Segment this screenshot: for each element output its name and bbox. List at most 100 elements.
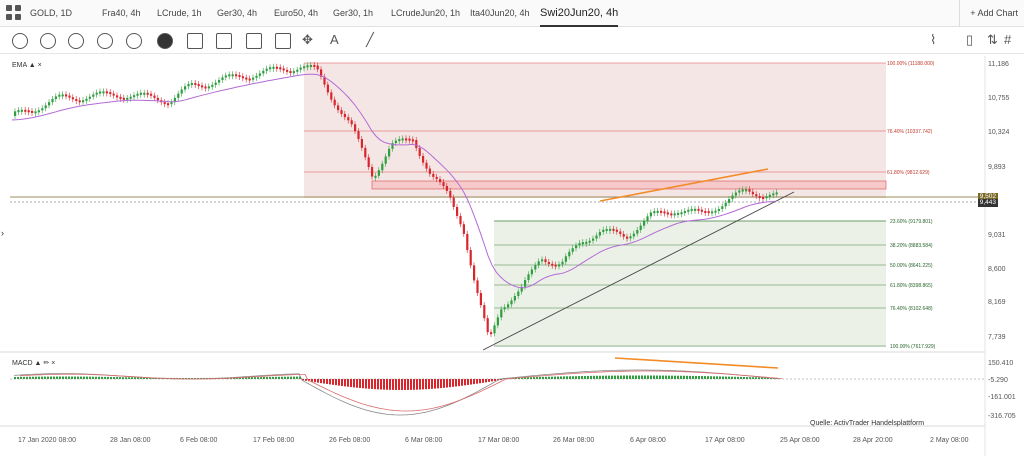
candle [381, 163, 384, 171]
tab-2[interactable]: LCrude, 1h [157, 8, 202, 18]
fibonacci-icon[interactable] [275, 33, 291, 49]
macd-bar [338, 379, 340, 386]
macd-bar [530, 377, 532, 379]
candle [666, 212, 669, 215]
layout-grid-icon[interactable] [6, 5, 22, 21]
macd-bar [314, 379, 316, 383]
candle [581, 242, 584, 245]
candle [415, 140, 418, 149]
candle [765, 196, 768, 199]
candle [44, 105, 47, 109]
macd-bar [428, 379, 430, 390]
candle [58, 94, 61, 97]
move-icon[interactable]: ✥ [302, 32, 313, 47]
candle [741, 189, 744, 192]
target-icon[interactable] [157, 33, 173, 49]
tab-4[interactable]: Euro50, 4h [274, 8, 319, 18]
macd-bar [602, 375, 604, 379]
candle [71, 97, 74, 100]
candle [194, 83, 197, 86]
half-circle-icon[interactable] [97, 33, 113, 49]
macd-bar [686, 375, 688, 379]
calendar-range-icon[interactable] [216, 33, 232, 49]
circle-tool-icon[interactable] [126, 33, 142, 49]
candle [561, 261, 564, 265]
macd-bar [371, 379, 373, 389]
candle [694, 208, 697, 211]
macd-bar [275, 376, 277, 379]
price-chart[interactable]: 100.00% (11188.000) 76.40% (10337.742) 6… [0, 56, 1024, 456]
macd-bar [620, 375, 622, 379]
macd-bar [413, 379, 415, 390]
macd-bar [518, 377, 520, 379]
upper-trendline[interactable] [599, 168, 769, 202]
tab-3[interactable]: Ger30, 4h [217, 8, 258, 18]
candle [520, 286, 523, 292]
candle [530, 269, 533, 275]
tab-0[interactable]: GOLD, 1D [30, 8, 73, 18]
macd-bar [71, 376, 73, 379]
macd-bar [389, 379, 391, 390]
calendar-icon[interactable] [187, 33, 203, 49]
tab-6[interactable]: LCrudeJun20, 1h [391, 8, 461, 18]
tab-active[interactable]: Swi20Jun20, 4h [540, 0, 619, 27]
clock-icon[interactable] [40, 33, 56, 49]
macd-bar [119, 377, 121, 379]
macd-bar [734, 376, 736, 379]
macd-axis-label: -316.705 [988, 413, 1016, 420]
candle [687, 209, 690, 212]
candle [496, 317, 499, 326]
macd-bar [185, 377, 187, 379]
price-axis-label: 10,324 [988, 129, 1010, 136]
candles-icon[interactable]: ▯ [966, 32, 974, 47]
candle [456, 206, 459, 216]
macd-bar [749, 377, 751, 379]
time-label: 6 Apr 08:00 [630, 437, 666, 444]
candle [466, 233, 469, 251]
macd-bar [611, 375, 613, 379]
candle [88, 96, 91, 99]
ema-indicator-label[interactable]: EMA ▲ × [12, 62, 42, 69]
hash-icon[interactable]: # [1004, 32, 1012, 47]
crosshair-circle-icon[interactable] [12, 33, 28, 49]
collapse-arrow-icon[interactable]: › [1, 228, 4, 238]
candle [211, 84, 214, 87]
macd-bar [80, 376, 82, 379]
chart-type-icon[interactable]: ⌇ [930, 32, 937, 47]
macd-bar [632, 375, 634, 379]
macd-bar [653, 375, 655, 379]
list-icon[interactable] [246, 33, 262, 49]
support-trendline[interactable] [482, 191, 795, 351]
macd-bar [680, 375, 682, 379]
candle [639, 225, 642, 230]
macd-bar [305, 379, 307, 381]
candle [775, 192, 778, 195]
macd-bar [299, 376, 301, 379]
settings-icon[interactable]: ⇅ [987, 32, 998, 47]
tab-1[interactable]: Fra40, 4h [102, 8, 141, 18]
tab-5[interactable]: Ger30, 1h [333, 8, 374, 18]
line-tool-icon[interactable]: ╱ [366, 32, 374, 47]
tab-7[interactable]: Ita40Jun20, 4h [470, 8, 530, 18]
text-tool-icon[interactable]: A [330, 32, 339, 47]
macd-bar [32, 376, 34, 379]
macd-axis-label: 150.410 [988, 360, 1013, 367]
candle [197, 84, 200, 87]
candle [615, 229, 618, 232]
macd-bar [362, 379, 364, 389]
macd-bar [83, 376, 85, 379]
macd-trendline[interactable] [614, 357, 779, 369]
add-chart-button[interactable]: + Add Chart [959, 0, 1018, 27]
macd-bar [263, 377, 265, 379]
macd-bar [614, 375, 616, 379]
candle [146, 92, 149, 95]
candle [401, 138, 404, 141]
macd-bar [467, 379, 469, 385]
zoom-icon[interactable] [68, 33, 84, 49]
candle [218, 79, 221, 83]
macd-indicator-label[interactable]: MACD ▲ ✏ × [12, 360, 56, 367]
fib-label-100b: 100.00% (7617.929) [890, 344, 936, 350]
macd-bar [638, 375, 640, 379]
macd-bar [605, 375, 607, 379]
macd-bar [425, 379, 427, 390]
